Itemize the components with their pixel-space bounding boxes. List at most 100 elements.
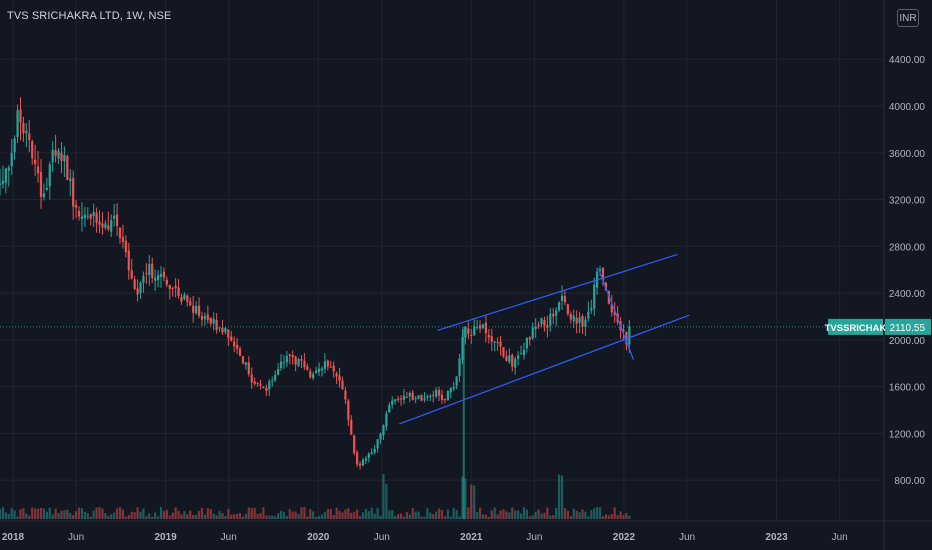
volume-bar bbox=[22, 508, 25, 519]
time-tick-label: Jun bbox=[68, 532, 84, 543]
volume-bar bbox=[429, 512, 432, 519]
volume-bar bbox=[86, 513, 89, 519]
volume-bar bbox=[598, 507, 602, 519]
volume-bar bbox=[411, 508, 414, 519]
volume-bar bbox=[458, 516, 461, 519]
candle-body bbox=[394, 399, 397, 402]
volume-bar bbox=[452, 507, 455, 519]
candle-body bbox=[458, 358, 461, 377]
candle-body bbox=[414, 398, 417, 400]
candle-body bbox=[247, 362, 250, 375]
candle-body bbox=[203, 316, 207, 320]
candle-body bbox=[411, 392, 414, 400]
volume-bar bbox=[19, 509, 22, 519]
candle-body bbox=[0, 183, 2, 185]
candle-body bbox=[133, 279, 136, 290]
candle-body bbox=[464, 326, 467, 338]
candle-body bbox=[57, 150, 60, 159]
volume-bar bbox=[546, 507, 549, 519]
volume-bar bbox=[115, 508, 119, 519]
candle-body bbox=[379, 433, 382, 440]
volume-bar bbox=[244, 513, 247, 519]
volume-bar bbox=[183, 511, 186, 519]
volume-bar bbox=[607, 515, 610, 519]
volume-bar bbox=[95, 507, 98, 519]
candle-body bbox=[124, 240, 127, 253]
volume-bar bbox=[540, 513, 543, 519]
volume-bar bbox=[440, 509, 444, 519]
volume-bar bbox=[4, 512, 7, 519]
time-tick-label: Jun bbox=[374, 532, 390, 543]
volume-bar bbox=[382, 474, 385, 519]
volume-bar bbox=[69, 512, 72, 519]
candle-body bbox=[344, 390, 347, 400]
candle-body bbox=[22, 123, 25, 134]
candle-body bbox=[276, 368, 280, 375]
candle-body bbox=[543, 320, 546, 326]
candle-body bbox=[113, 215, 116, 219]
volume-bar bbox=[625, 513, 628, 519]
candle-body bbox=[136, 288, 139, 295]
time-tick-label: 2020 bbox=[307, 532, 330, 543]
volume-bar bbox=[584, 511, 587, 519]
volume-bar bbox=[443, 516, 447, 519]
candle-body bbox=[423, 398, 426, 400]
volume-bar bbox=[48, 507, 51, 519]
volume-bar bbox=[563, 508, 567, 519]
candle-body bbox=[297, 359, 300, 366]
candle-body bbox=[186, 295, 189, 303]
candle-body bbox=[622, 329, 625, 332]
candle-body bbox=[4, 168, 7, 183]
candle-body bbox=[361, 459, 365, 466]
candle-body bbox=[522, 349, 526, 356]
candle-body bbox=[332, 365, 335, 372]
time-axis[interactable]: 2018 Jun 2019 Jun 2020 Jun 2021 Jun 2022 Jun 2023 J… bbox=[0, 520, 932, 543]
candle-body bbox=[329, 366, 332, 368]
volume-bar bbox=[531, 515, 534, 519]
candle-body bbox=[39, 172, 43, 197]
volume-bar bbox=[338, 510, 341, 519]
price-tick-label: 3600.00 bbox=[889, 149, 926, 160]
price-axis[interactable]: 800.00 1200.00 1600.00 2000.00 2400.00 2800.0… bbox=[883, 0, 926, 550]
volume-bar bbox=[575, 510, 578, 519]
candle-body bbox=[376, 439, 379, 449]
candle-body bbox=[417, 395, 420, 399]
candle-body bbox=[121, 237, 125, 243]
candle-body bbox=[221, 327, 224, 333]
candle-body bbox=[215, 319, 218, 331]
candle-body bbox=[396, 398, 400, 400]
volume-bar bbox=[203, 514, 207, 519]
volume-bar bbox=[274, 516, 277, 519]
volume-bar bbox=[89, 516, 92, 519]
candle-body bbox=[382, 425, 385, 436]
volume-bar bbox=[189, 510, 192, 519]
volume-bar bbox=[405, 512, 408, 519]
volume-bar bbox=[265, 515, 268, 519]
volume-bar bbox=[121, 509, 125, 519]
volume-bar bbox=[171, 512, 174, 519]
volume-bar bbox=[224, 516, 227, 519]
volume-bar bbox=[376, 507, 379, 519]
candle-body bbox=[490, 336, 493, 342]
candle-body bbox=[282, 362, 286, 364]
currency-button[interactable]: INR bbox=[897, 9, 919, 27]
volume-bar bbox=[601, 516, 605, 519]
candle-body bbox=[233, 341, 236, 347]
trendlines[interactable] bbox=[399, 253, 690, 425]
volume-bar bbox=[250, 508, 253, 519]
time-tick-label: Jun bbox=[832, 532, 848, 543]
volume-bar bbox=[423, 516, 426, 519]
volume-bar bbox=[206, 508, 209, 519]
candle-body bbox=[197, 305, 201, 316]
volume-bar bbox=[306, 516, 309, 519]
candle-body bbox=[373, 449, 376, 453]
volume-bar bbox=[396, 514, 400, 519]
volume-bar bbox=[279, 510, 283, 519]
price-tag-bg bbox=[885, 318, 931, 335]
volume-bar bbox=[31, 507, 34, 519]
volume-bar bbox=[461, 476, 464, 519]
volume-bar bbox=[75, 511, 78, 519]
candle-body bbox=[180, 296, 183, 302]
candle-body bbox=[473, 326, 476, 336]
